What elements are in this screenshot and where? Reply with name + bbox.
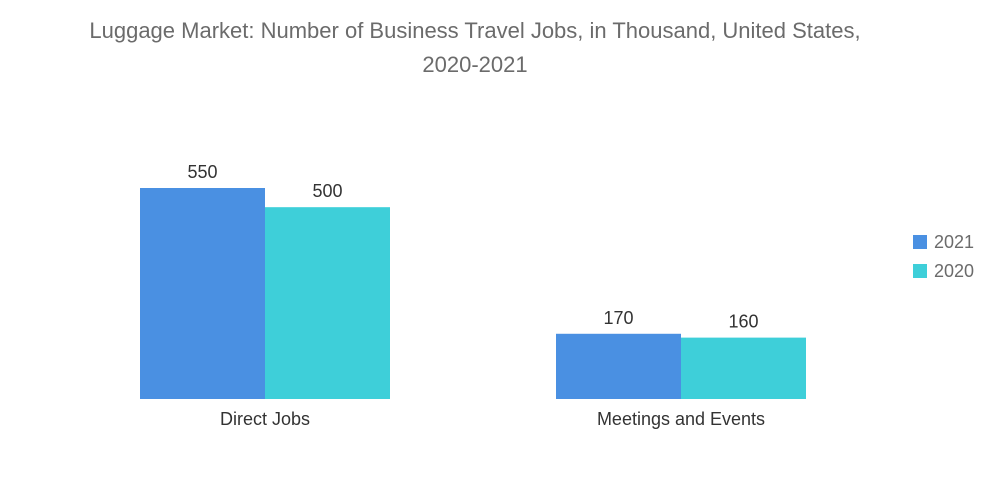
chart-title-line-2: 2020-2021 [422,52,528,77]
data-label-2021-meetings-and-events: 170 [603,308,633,328]
bar-2021-direct-jobs [140,188,265,399]
legend-label-2020: 2020 [934,261,974,281]
chart-title-line-1: Luggage Market: Number of Business Trave… [89,18,861,43]
data-label-2021-direct-jobs: 550 [187,162,217,182]
category-label-meetings-and-events: Meetings and Events [597,409,765,429]
legend-label-2021: 2021 [934,232,974,252]
data-label-2020-meetings-and-events: 160 [728,312,758,332]
category-label-direct-jobs: Direct Jobs [220,409,310,429]
bar-2020-meetings-and-events [681,337,806,399]
legend: 2021 2020 [913,232,974,281]
bar-2021-meetings-and-events [556,333,681,399]
plot-area: 550 500 Direct Jobs 170 160 Meetings and Even… [140,162,806,429]
bar-2020-direct-jobs [265,207,390,399]
data-label-2020-direct-jobs: 500 [312,181,342,201]
legend-swatch-2020 [913,264,927,278]
legend-swatch-2021 [913,235,927,249]
chart-title: Luggage Market: Number of Business Trave… [0,14,950,82]
